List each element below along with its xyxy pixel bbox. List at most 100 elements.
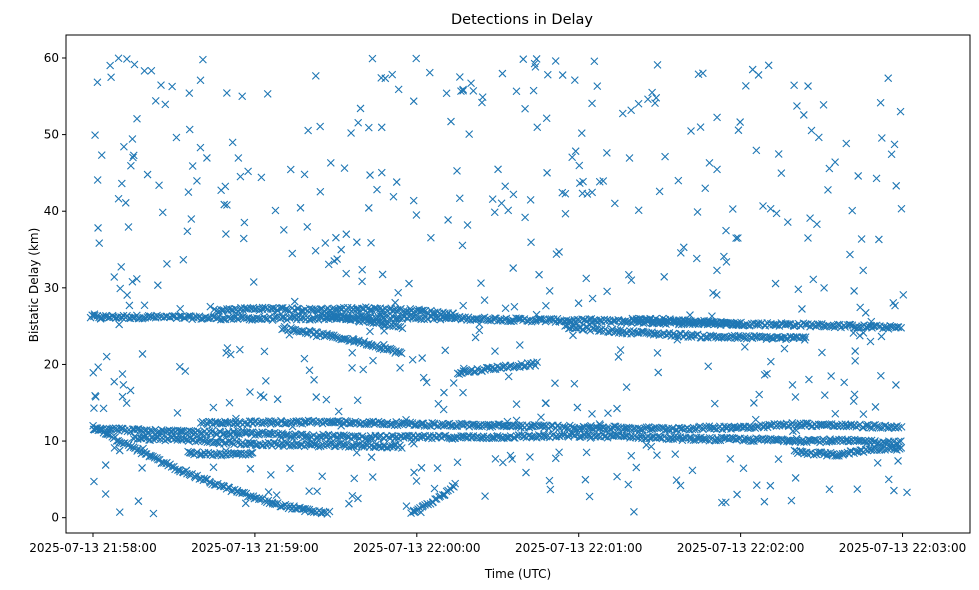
- detection-marker: [475, 326, 484, 335]
- detection-marker: [93, 78, 102, 87]
- detection-marker: [588, 188, 597, 197]
- detection-marker: [222, 89, 231, 97]
- detection-marker: [157, 81, 165, 89]
- detection-marker: [115, 508, 124, 517]
- detection-marker: [101, 490, 110, 498]
- detection-marker: [728, 205, 737, 213]
- detection-marker: [619, 327, 628, 336]
- detection-marker: [168, 312, 177, 320]
- detection-marker: [311, 72, 320, 80]
- detection-marker: [129, 153, 137, 162]
- detection-marker: [373, 185, 381, 194]
- detection-marker: [117, 439, 126, 447]
- detection-marker: [613, 326, 622, 335]
- x-tick-label: 2025-07-13 22:00:00: [353, 541, 480, 555]
- detection-marker: [455, 420, 464, 428]
- detection-marker: [359, 365, 368, 374]
- detection-marker: [720, 252, 728, 261]
- detection-marker: [791, 393, 800, 401]
- detection-marker: [120, 142, 128, 151]
- detection-marker: [114, 194, 123, 203]
- detection-marker: [241, 499, 250, 508]
- detection-marker: [257, 173, 266, 182]
- detection-marker: [613, 472, 621, 481]
- detection-marker: [143, 170, 152, 179]
- detection-marker: [181, 367, 190, 376]
- detection-marker: [712, 291, 721, 299]
- detection-marker: [783, 218, 792, 226]
- detection-marker: [531, 63, 540, 71]
- detection-marker: [110, 443, 119, 452]
- detection-marker: [279, 324, 288, 333]
- detection-marker: [442, 89, 451, 98]
- detection-marker: [222, 349, 231, 357]
- detection-marker: [318, 310, 326, 318]
- detection-marker: [819, 100, 828, 109]
- detection-marker: [176, 304, 185, 313]
- detection-marker: [240, 218, 249, 227]
- detection-marker: [203, 314, 212, 323]
- detection-marker: [790, 322, 798, 331]
- detection-marker: [642, 441, 651, 449]
- detection-marker: [578, 325, 587, 334]
- detection-marker: [130, 60, 139, 69]
- detection-marker: [307, 315, 316, 323]
- detection-marker: [248, 448, 257, 457]
- detection-marker: [648, 88, 656, 97]
- detection-marker: [402, 415, 410, 424]
- detection-marker: [892, 446, 901, 454]
- detection-marker: [99, 404, 108, 413]
- detection-marker: [288, 249, 297, 258]
- detection-marker: [527, 359, 535, 368]
- detection-marker: [805, 375, 813, 384]
- detection-marker: [425, 68, 434, 77]
- detection-marker: [101, 461, 110, 469]
- detection-marker: [138, 464, 146, 472]
- detection-marker: [217, 481, 226, 490]
- detection-marker: [590, 57, 599, 66]
- detection-marker: [348, 491, 357, 500]
- detection-marker: [221, 230, 230, 238]
- detection-marker: [611, 316, 620, 325]
- detection-marker: [727, 319, 735, 328]
- detection-marker: [458, 241, 467, 250]
- detection-marker: [774, 150, 783, 158]
- detection-marker: [814, 133, 823, 142]
- detection-marker: [305, 366, 314, 375]
- detection-marker: [119, 380, 128, 389]
- detection-marker: [610, 199, 619, 208]
- detection-marker: [94, 426, 103, 435]
- detection-marker: [417, 463, 426, 472]
- detection-marker: [433, 464, 442, 472]
- detection-marker: [602, 149, 611, 157]
- detection-marker: [480, 296, 489, 305]
- detection-marker: [491, 347, 499, 356]
- detection-marker: [141, 450, 150, 458]
- detection-marker: [539, 421, 548, 430]
- detection-marker: [402, 502, 411, 511]
- detection-marker: [630, 316, 639, 325]
- detection-marker: [760, 497, 769, 506]
- detection-marker: [774, 455, 783, 464]
- detection-marker: [644, 95, 652, 104]
- detection-marker: [622, 383, 631, 391]
- detection-marker: [129, 151, 138, 160]
- detection-marker: [705, 433, 714, 442]
- detection-marker: [153, 281, 162, 290]
- detection-marker: [342, 269, 351, 278]
- detection-marker: [568, 153, 577, 162]
- detection-marker: [397, 444, 406, 452]
- detection-marker: [334, 407, 343, 416]
- detection-marker: [398, 324, 407, 333]
- detection-marker: [859, 329, 868, 337]
- detection-marker: [90, 311, 99, 320]
- detection-marker: [168, 82, 177, 91]
- detection-marker: [630, 507, 638, 516]
- detection-marker: [751, 415, 760, 424]
- detection-marker: [851, 447, 860, 456]
- detection-marker: [871, 403, 880, 411]
- detection-marker: [272, 419, 281, 428]
- detection-marker: [705, 158, 714, 167]
- detection-marker: [451, 312, 459, 321]
- detection-marker: [118, 314, 127, 322]
